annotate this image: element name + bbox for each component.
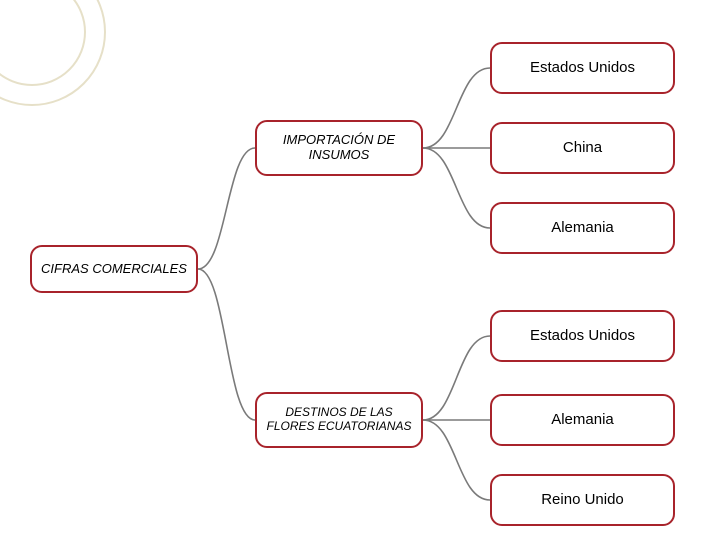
edge-root-imp xyxy=(198,148,255,269)
node-eu2: Estados Unidos xyxy=(490,310,675,362)
node-eu2-label: Estados Unidos xyxy=(530,327,635,344)
node-china: China xyxy=(490,122,675,174)
node-china-label: China xyxy=(563,139,602,156)
node-dest-label: DESTINOS DE LAS FLORES ECUATORIANAS xyxy=(265,406,413,434)
node-ale1-label: Alemania xyxy=(551,219,614,236)
node-ale2: Alemania xyxy=(490,394,675,446)
node-eu1: Estados Unidos xyxy=(490,42,675,94)
node-eu1-label: Estados Unidos xyxy=(530,59,635,76)
node-imp-label: IMPORTACIÓN DE INSUMOS xyxy=(265,133,413,163)
edge-imp-eu1 xyxy=(423,68,490,148)
edge-dest-eu2 xyxy=(423,336,490,420)
node-root-label: CIFRAS COMERCIALES xyxy=(41,262,187,277)
node-ale1: Alemania xyxy=(490,202,675,254)
edge-imp-ale1 xyxy=(423,148,490,228)
node-dest: DESTINOS DE LAS FLORES ECUATORIANAS xyxy=(255,392,423,448)
node-root: CIFRAS COMERCIALES xyxy=(30,245,198,293)
node-reino: Reino Unido xyxy=(490,474,675,526)
node-imp: IMPORTACIÓN DE INSUMOS xyxy=(255,120,423,176)
edge-dest-reino xyxy=(423,420,490,500)
node-ale2-label: Alemania xyxy=(551,411,614,428)
edge-root-dest xyxy=(198,269,255,420)
node-reino-label: Reino Unido xyxy=(541,491,624,508)
